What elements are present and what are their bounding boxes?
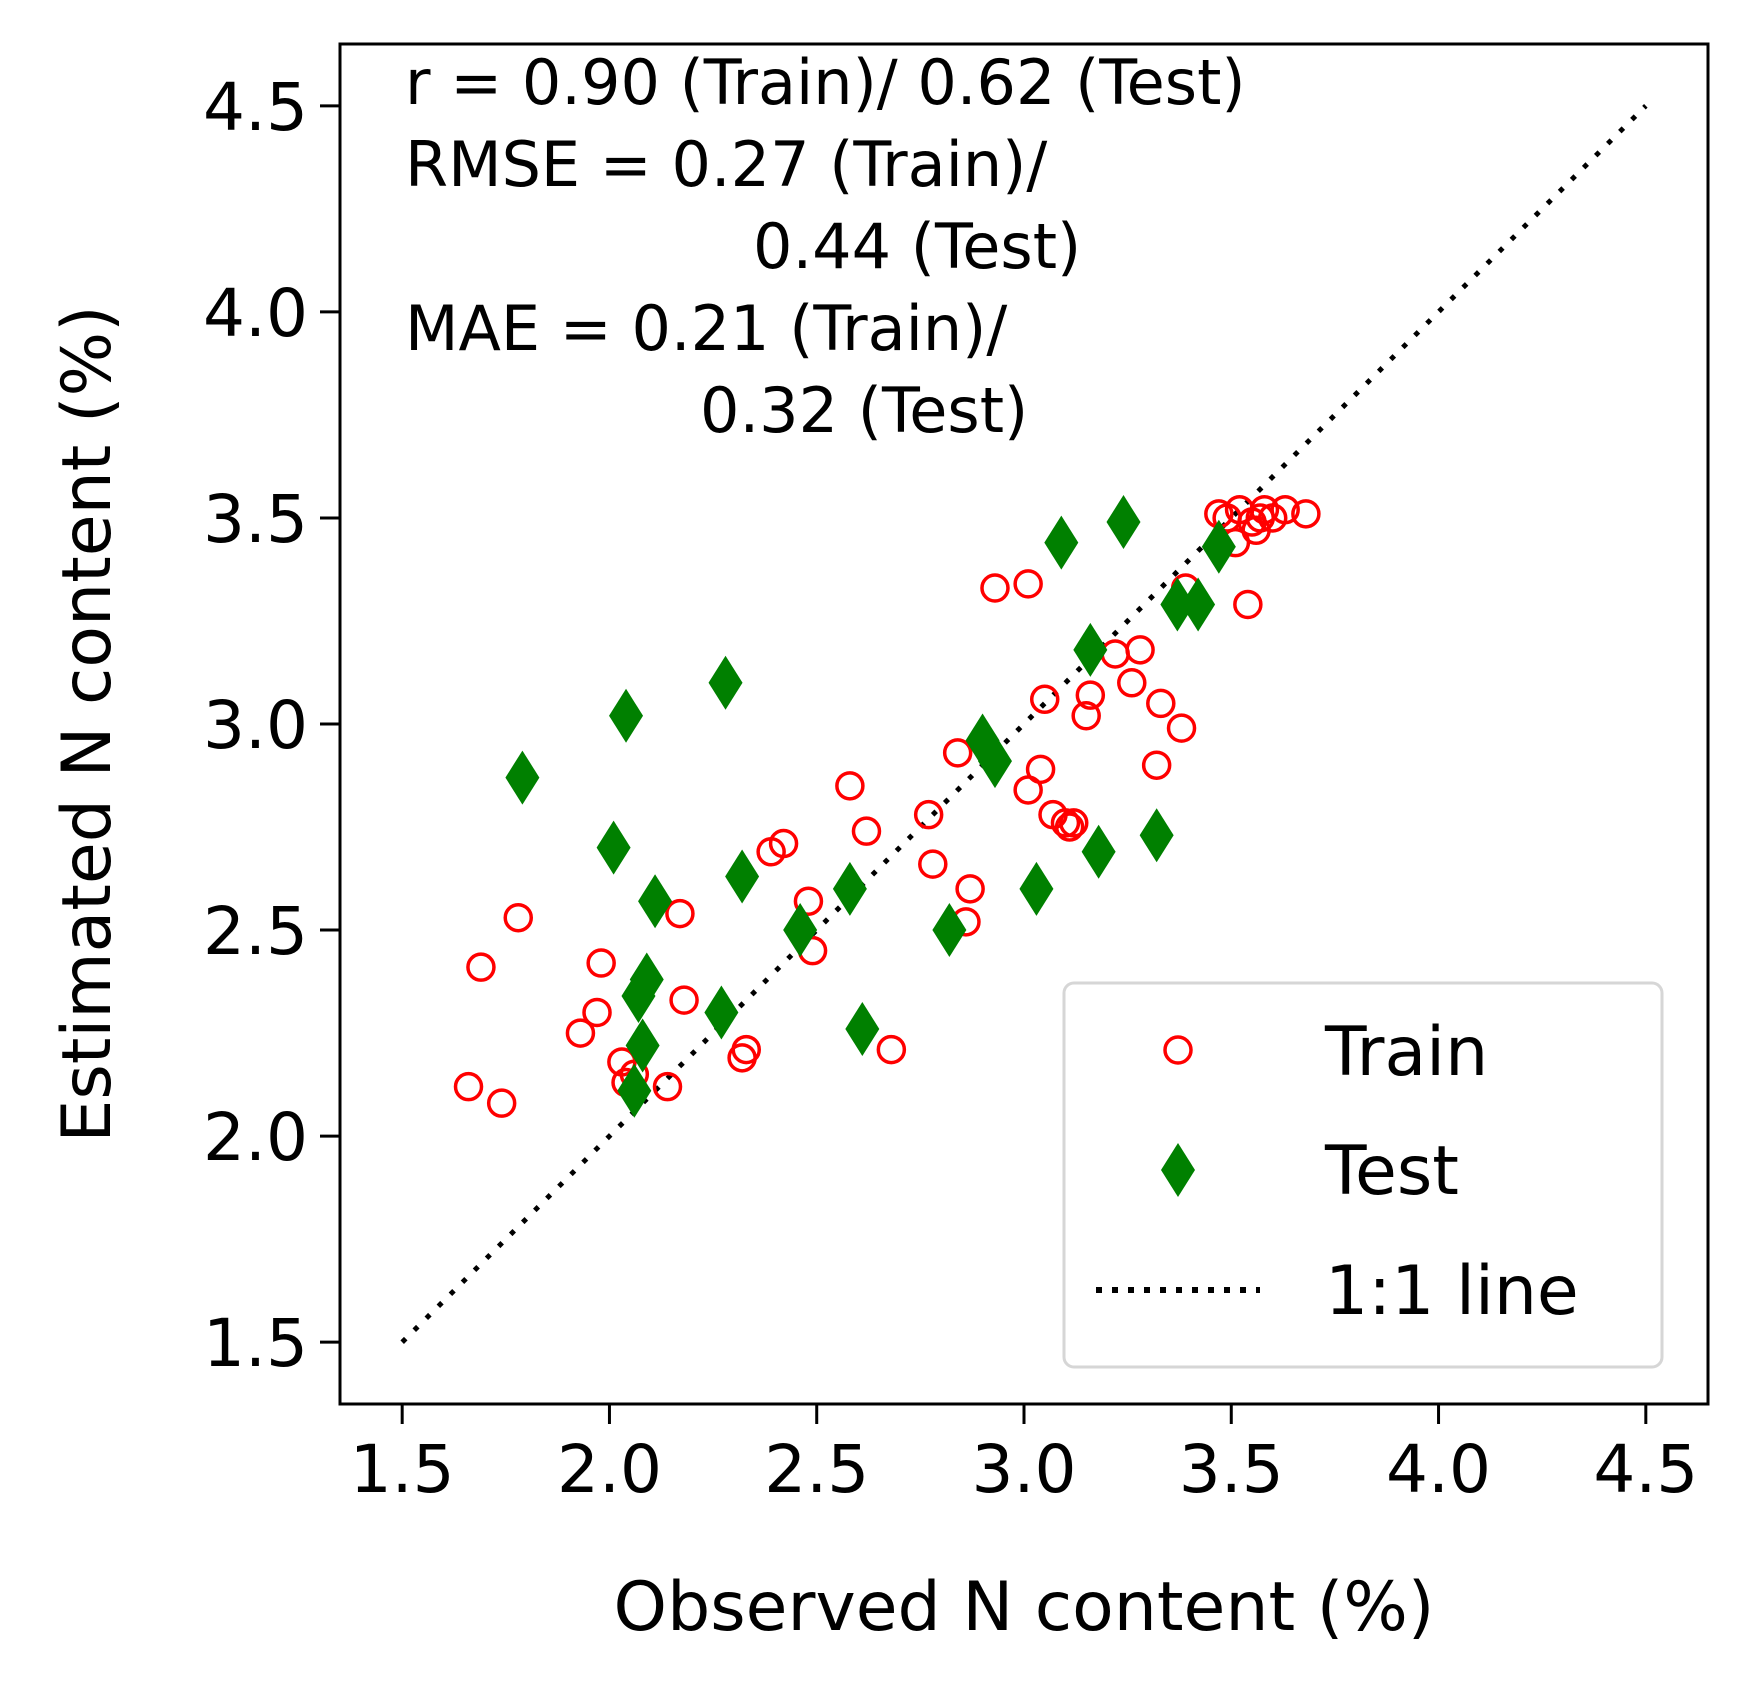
- legend-test-label: Test: [1324, 1132, 1459, 1211]
- stats-line-r: r = 0.90 (Train)/ 0.62 (Test): [405, 46, 1246, 119]
- y-tick-label: 2.5: [203, 893, 308, 970]
- train-point: [918, 849, 948, 879]
- y-tick-label: 4.5: [203, 69, 308, 146]
- stats-annotation: r = 0.90 (Train)/ 0.62 (Test) RMSE = 0.2…: [405, 46, 1246, 447]
- train-point: [565, 1018, 596, 1048]
- test-point: [1073, 622, 1108, 677]
- train-points-layer: [453, 494, 1321, 1118]
- train-point: [1270, 494, 1300, 525]
- x-tick-label: 4.5: [1593, 1431, 1698, 1508]
- test-point: [1160, 577, 1195, 632]
- test-point: [1106, 495, 1141, 550]
- stats-line-mae-test: 0.32 (Test): [700, 374, 1028, 447]
- one-to-one-line-layer: [400, 104, 1648, 1344]
- train-point: [851, 816, 882, 846]
- train-point: [1025, 754, 1056, 785]
- test-points-layer: [505, 495, 1236, 1118]
- train-point: [876, 1034, 907, 1065]
- train-point: [1058, 808, 1089, 838]
- test-point: [783, 903, 818, 958]
- train-point: [1071, 701, 1101, 731]
- train-point: [582, 997, 612, 1028]
- train-point: [1013, 569, 1043, 599]
- train-point: [486, 1088, 517, 1118]
- legend-test-marker: [1161, 1143, 1195, 1197]
- train-point: [768, 828, 799, 859]
- stats-line-mae: MAE = 0.21 (Train)/: [405, 292, 1007, 365]
- x-axis-title: Observed N content (%): [614, 1568, 1435, 1647]
- train-point: [1233, 589, 1263, 620]
- train-point: [1125, 635, 1155, 665]
- test-point: [725, 849, 760, 904]
- legend: Train Test 1:1 line: [1062, 981, 1664, 1369]
- test-point: [1081, 824, 1116, 879]
- x-tick-label: 1.5: [350, 1431, 455, 1508]
- train-point: [731, 1034, 762, 1065]
- train-point: [503, 902, 534, 933]
- y-axis-ticks: 1.5 2.0 2.5 3.0 3.5 4.0 4.5: [203, 69, 340, 1382]
- train-point: [913, 799, 944, 830]
- stats-line-rmse: RMSE = 0.27 (Train)/: [405, 128, 1047, 201]
- x-tick-label: 3.0: [972, 1431, 1077, 1508]
- train-point: [1075, 680, 1106, 710]
- train-point: [955, 874, 985, 904]
- train-point: [669, 985, 699, 1015]
- x-axis-ticks: 1.5 2.0 2.5 3.0 3.5 4.0 4.5: [350, 1404, 1698, 1508]
- test-point: [832, 861, 867, 916]
- test-point: [505, 750, 540, 805]
- train-point: [586, 948, 616, 978]
- train-point: [665, 898, 695, 929]
- test-point: [708, 655, 743, 710]
- test-point: [845, 1001, 880, 1056]
- legend-train-marker: [1163, 1035, 1193, 1065]
- test-point: [609, 688, 644, 743]
- test-point: [704, 985, 739, 1040]
- train-point: [980, 573, 1010, 603]
- train-point: [1141, 750, 1172, 780]
- train-point: [652, 1071, 683, 1102]
- train-point: [1029, 684, 1060, 715]
- test-point: [1139, 808, 1174, 863]
- x-tick-label: 4.0: [1386, 1431, 1491, 1508]
- test-point: [1019, 861, 1054, 916]
- test-point: [629, 952, 664, 1007]
- x-tick-label: 2.5: [764, 1431, 869, 1508]
- train-point: [835, 771, 865, 801]
- train-point: [1291, 499, 1321, 529]
- train-point: [942, 738, 973, 768]
- test-point: [1181, 577, 1216, 632]
- y-tick-label: 3.5: [203, 481, 308, 558]
- y-tick-label: 1.5: [203, 1305, 308, 1382]
- train-point: [1249, 494, 1280, 525]
- test-point: [932, 903, 967, 958]
- train-point: [1166, 713, 1197, 743]
- legend-line-label: 1:1 line: [1325, 1252, 1579, 1331]
- train-point: [793, 886, 824, 916]
- legend-box: [1062, 981, 1664, 1369]
- test-point: [625, 1018, 660, 1073]
- test-point: [1044, 515, 1079, 570]
- test-point: [638, 874, 673, 929]
- train-point: [466, 952, 496, 982]
- train-point: [1054, 812, 1085, 842]
- y-tick-label: 3.0: [203, 687, 308, 764]
- train-point: [1146, 688, 1176, 719]
- y-tick-label: 4.0: [203, 275, 308, 352]
- one-to-one-line: [400, 104, 1648, 1344]
- train-point: [1050, 808, 1081, 838]
- test-point: [977, 734, 1012, 789]
- x-tick-label: 2.0: [557, 1431, 662, 1508]
- x-tick-label: 3.5: [1179, 1431, 1284, 1508]
- legend-train-label: Train: [1324, 1013, 1488, 1092]
- train-point: [453, 1071, 484, 1102]
- train-point: [1117, 668, 1147, 698]
- stats-line-rmse-test: 0.44 (Test): [753, 210, 1081, 283]
- y-tick-label: 2.0: [203, 1099, 308, 1176]
- test-point: [617, 1063, 652, 1118]
- test-point: [1201, 519, 1236, 574]
- test-point: [596, 820, 631, 875]
- y-axis-title: Estimated N content (%): [48, 305, 127, 1142]
